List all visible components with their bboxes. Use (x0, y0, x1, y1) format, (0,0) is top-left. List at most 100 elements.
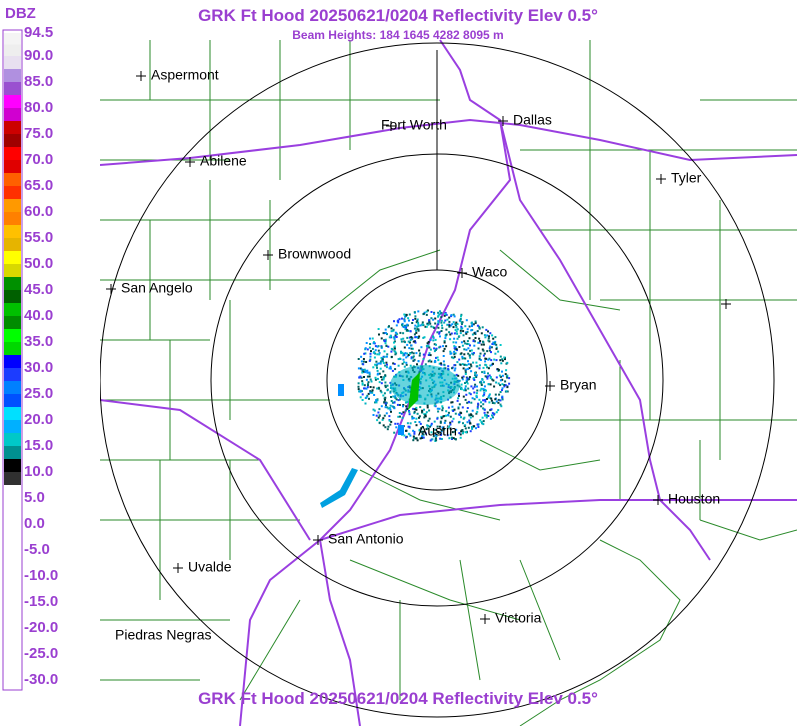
echo-pixel (416, 320, 419, 323)
city-marker (263, 250, 273, 260)
echo-pixel (459, 329, 462, 332)
echo-pixel (380, 346, 383, 349)
legend-swatch (4, 329, 21, 342)
echo-pixel (506, 376, 509, 379)
echo-pixel (406, 422, 409, 425)
county-lines (100, 40, 797, 726)
echo-pixel (443, 347, 446, 350)
echo-pixel (440, 415, 443, 418)
echo-pixel (447, 406, 450, 409)
echo-pixel (401, 325, 404, 328)
legend-swatch (4, 212, 21, 225)
echo-pixel (473, 340, 476, 343)
echo-pixel (505, 390, 508, 393)
city-marker (653, 495, 663, 505)
echo-pixel (377, 362, 380, 365)
echo-pixel (437, 321, 440, 324)
echo-pixel (439, 310, 441, 313)
echo-pixel (465, 364, 468, 367)
echo-pixel (412, 356, 414, 359)
echo-pixel (425, 411, 428, 414)
echo-pixel (433, 343, 436, 346)
echo-pixel (448, 320, 451, 323)
echo-pixel (361, 371, 364, 374)
echo-pixel (419, 422, 422, 425)
echo-pixel (473, 332, 476, 335)
echo-pixel (371, 347, 374, 350)
echo-pixel (441, 426, 444, 429)
city-label: Bryan (560, 377, 597, 393)
echo-pixel (385, 366, 388, 369)
echo-pixel (451, 401, 454, 404)
legend-swatch (4, 446, 21, 459)
echo-pixel (422, 358, 425, 361)
echo-pixel (419, 352, 421, 355)
echo-pixel (384, 398, 386, 401)
echo-pixel (475, 394, 478, 397)
echo-pixel (486, 334, 489, 337)
legend-swatch (4, 303, 21, 316)
echo-pixel (428, 352, 431, 355)
echo-pixel (412, 407, 415, 410)
echo-pixel (464, 382, 466, 384)
echo-pixel (466, 340, 469, 343)
echo-pixel (499, 399, 502, 402)
echo-pixel (497, 398, 500, 401)
echo-pixel (452, 313, 455, 316)
echo-pixel (452, 321, 455, 324)
echo-pixel (472, 387, 475, 390)
echo-pixel (501, 374, 504, 377)
echo-pixel (368, 371, 371, 374)
echo-pixel (363, 376, 365, 378)
echo-pixel (371, 389, 374, 392)
echo-pixel (447, 414, 450, 416)
echo-pixel (459, 436, 462, 439)
echo-pixel (360, 360, 363, 363)
echo-pixel (425, 313, 428, 316)
echo-pixel (410, 344, 413, 347)
echo-pixel (463, 357, 465, 360)
echo-pixel (425, 325, 428, 328)
echo-pixel (398, 425, 404, 435)
echo-pixel (449, 433, 452, 436)
echo-pixel (395, 336, 398, 338)
echo-pixel (448, 437, 451, 440)
echo-pixel (464, 427, 467, 430)
echo-pixel (368, 397, 370, 400)
echo-pixel (444, 337, 447, 340)
echo-pixel (361, 368, 364, 371)
echo-pixel (433, 404, 436, 407)
echo-pixel (449, 324, 452, 327)
legend-label: 45.0 (24, 281, 53, 298)
echo-pixel (487, 339, 490, 342)
echo-pixel (428, 346, 431, 349)
echo-pixel (494, 352, 497, 355)
echo-pixel (440, 438, 443, 440)
echo-pixel (464, 342, 467, 345)
echo-pixel (501, 396, 504, 399)
echo-pixel (436, 425, 439, 428)
echo-pixel (416, 363, 418, 366)
legend-label: -25.0 (24, 645, 58, 662)
echo-pixel (471, 426, 473, 428)
echo-pixel (453, 364, 456, 367)
echo-pixel (448, 331, 451, 334)
echo-pixel (406, 355, 409, 358)
echo-pixel (467, 426, 470, 429)
echo-pixel (431, 438, 434, 441)
echo-pixel (417, 325, 420, 328)
echo-pixel (504, 373, 507, 376)
legend-swatch (4, 355, 21, 368)
echo-pixel (397, 319, 400, 322)
echo-pixel (403, 326, 406, 329)
legend-label: 5.0 (24, 489, 45, 506)
echo-pixel (446, 427, 449, 430)
echo-pixel (470, 322, 473, 325)
echo-pixel (418, 428, 421, 431)
echo-pixel (478, 325, 481, 328)
echo-pixel (382, 424, 385, 427)
echo-pixel (459, 433, 462, 436)
echo-pixel (414, 315, 417, 318)
echo-pixel (403, 434, 406, 437)
echo-pixel (378, 421, 381, 424)
